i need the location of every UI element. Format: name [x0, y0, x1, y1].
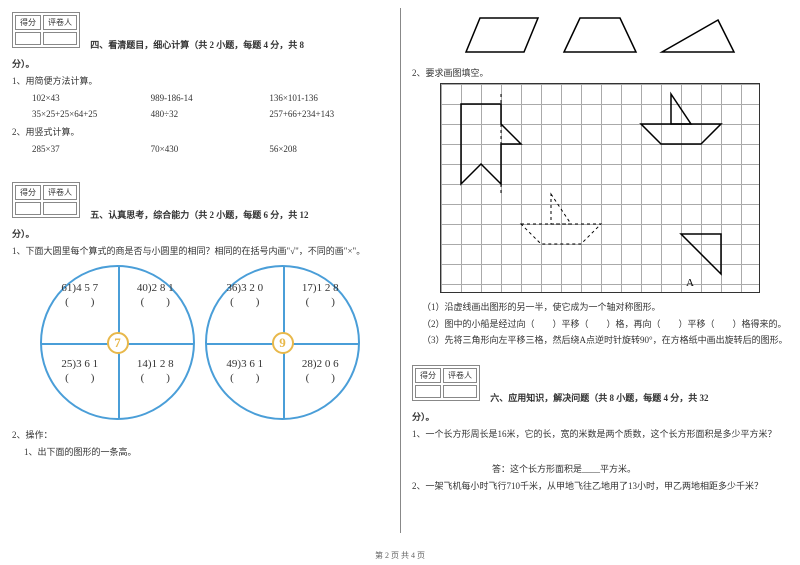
triangle-A	[681, 234, 721, 274]
grid-sub2: （2）图中的小船是经过向（ ）平移（ ）格，再向（ ）平移（ ）格得来的。	[422, 318, 788, 332]
section-6-pts: 分）。	[412, 410, 788, 423]
section-5-header: 得分评卷人 五、认真思考，综合能力（共 2 小题，每题 6 分，共 12	[12, 182, 388, 221]
c2-q3: 49)3 6 1( )	[207, 343, 283, 419]
circles-diagram: 7 61)4 5 7( ) 40)2 8 1( ) 25)3 6 1( ) 14…	[12, 265, 388, 420]
q4-2-row1: 285×3770×43056×208	[32, 144, 388, 154]
label-A: A	[686, 277, 694, 289]
left-column: 得分评卷人 四、看清题目，细心计算（共 2 小题，每题 4 分，共 8 分）。 …	[0, 0, 400, 540]
c2-q4: 28)2 0 6( )	[283, 343, 359, 419]
section-4-title: 四、看清题目，细心计算（共 2 小题，每题 4 分，共 8	[90, 40, 304, 50]
c2-q1: 36)3 2 0( )	[207, 267, 283, 343]
q6-1-ans: 答：这个长方形面积是____平方米。	[492, 462, 788, 475]
q4-1-row2: 35×25+25×64+25480÷32257+66+234+143	[32, 109, 388, 119]
trapezoid-icon	[560, 14, 640, 56]
shapes-row	[412, 14, 788, 56]
grid-sub3: （3）先将三角形向左平移三格，然后绕A点逆时针旋转90°，在方格纸中画出旋转后的…	[422, 334, 788, 348]
q5-2-sub: 1、出下面的图形的一条高。	[24, 445, 388, 458]
c1-q3: 25)3 6 1( )	[42, 343, 118, 419]
grid-sub1: （1）沿虚线画出图形的另一半，使它成为一个轴对称图形。	[422, 301, 788, 315]
right-column: 2、要求画图填空。 A （1）沿虚线画出图形的另一半，使它成为一个轴对称图形。 …	[400, 0, 800, 540]
triangle-icon	[658, 14, 738, 56]
q6-1: 1、一个长方形周长是16米，它的长，宽的米数是两个质数，这个长方形面积是多少平方…	[412, 427, 788, 440]
q5-2-label: 2、操作：	[12, 428, 388, 441]
section-4-pts: 分）。	[12, 57, 388, 70]
section-4-header: 得分评卷人 四、看清题目，细心计算（共 2 小题，每题 4 分，共 8	[12, 12, 388, 51]
boat-solid	[641, 94, 721, 144]
q4-2-label: 2、用竖式计算。	[12, 125, 388, 138]
score-box-5: 得分评卷人	[12, 182, 80, 218]
boat-dashed	[521, 194, 601, 244]
q4-1-row1: 102×43989-186-14136×101-136	[32, 93, 388, 103]
parallelogram-icon	[462, 14, 542, 56]
grid-diagram: A	[440, 83, 760, 293]
circle-1: 7 61)4 5 7( ) 40)2 8 1( ) 25)3 6 1( ) 14…	[40, 265, 195, 420]
section-6-header: 得分评卷人 六、应用知识，解决问题（共 8 小题，每题 4 分，共 32	[412, 365, 788, 404]
score-box: 得分评卷人	[12, 12, 80, 48]
c1-q1: 61)4 5 7( )	[42, 267, 118, 343]
circle-2: 9 36)3 2 0( ) 17)1 2 8( ) 49)3 6 1( ) 28…	[205, 265, 360, 420]
circle-2-center: 9	[272, 332, 294, 354]
section-6-title: 六、应用知识，解决问题（共 8 小题，每题 4 分，共 32	[490, 393, 708, 403]
c2-q2: 17)1 2 8( )	[283, 267, 359, 343]
score-box-6: 得分评卷人	[412, 365, 480, 401]
q4-1-label: 1、用简便方法计算。	[12, 74, 388, 87]
q-fill-label: 2、要求画图填空。	[412, 66, 788, 79]
q5-1: 1、下面大圆里每个算式的商是否与小圆里的相同？相同的在括号内画"√"，不同的画"…	[12, 244, 388, 257]
page-footer: 第 2 页 共 4 页	[0, 550, 800, 561]
c1-q4: 14)1 2 8( )	[118, 343, 194, 419]
circle-1-center: 7	[107, 332, 129, 354]
q6-2: 2、一架飞机每小时飞行710千米，从甲地飞往乙地用了13小时，甲乙两地相距多少千…	[412, 479, 788, 492]
c1-q2: 40)2 8 1( )	[118, 267, 194, 343]
section-5-title: 五、认真思考，综合能力（共 2 小题，每题 6 分，共 12	[90, 210, 308, 220]
star-half	[461, 104, 521, 184]
section-5-pts: 分）。	[12, 227, 388, 240]
